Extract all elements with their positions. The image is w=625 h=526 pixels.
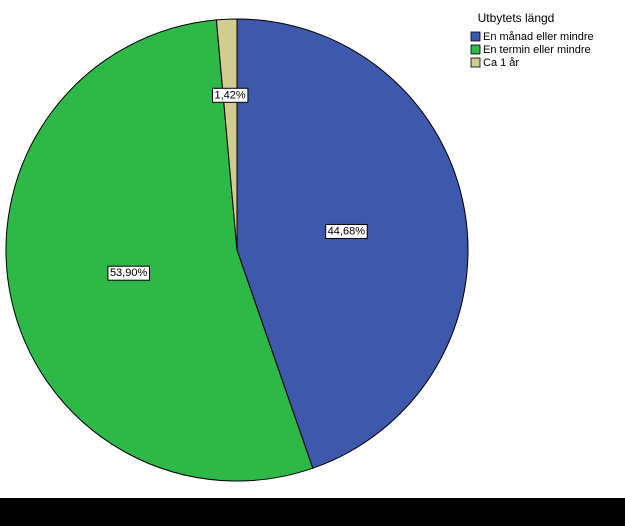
data-label: 1,42% — [214, 89, 245, 101]
bottom-bar — [0, 498, 625, 526]
legend-swatch — [470, 57, 481, 68]
legend-label: En termin eller mindre — [483, 44, 591, 56]
data-label: 44,68% — [328, 225, 366, 237]
legend-swatch — [470, 44, 481, 55]
legend-label: Ca 1 år — [483, 57, 519, 69]
pie-slice — [215, 18, 238, 251]
data-label-box — [107, 265, 150, 281]
data-label-box — [211, 87, 249, 103]
legend-title: Utbytets längd — [478, 11, 555, 25]
data-label: 53,90% — [110, 267, 148, 279]
pie-slice — [236, 18, 469, 469]
pie-slice — [5, 19, 314, 482]
legend-swatch — [470, 31, 481, 42]
data-label-box — [325, 223, 368, 239]
legend-label: En månad eller mindre — [483, 31, 594, 43]
